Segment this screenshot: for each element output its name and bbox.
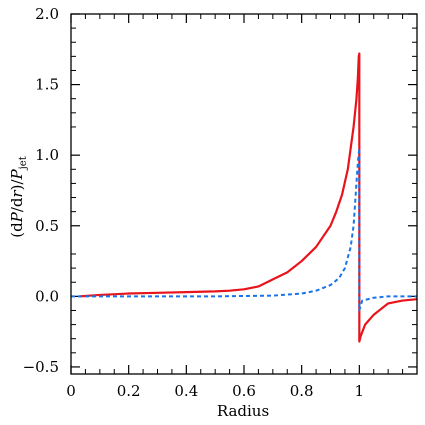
y-tick-label: −0.5 [23, 358, 59, 376]
y-tick-label: 0.5 [35, 217, 59, 235]
x-tick-label: 0.8 [290, 382, 314, 400]
x-tick-label: 0 [66, 382, 76, 400]
series-line-solid [79, 52, 418, 343]
y-axis-title: (dP/dr)/Pjet [8, 156, 29, 237]
x-ticks: 0 0.2 0.4 0.6 0.8 1 [66, 14, 418, 400]
x-tick-label: 1 [355, 382, 365, 400]
y-tick-label: 2.0 [35, 5, 59, 23]
y-tick-label: 0.0 [35, 287, 59, 305]
x-tick-label: 0.2 [117, 382, 141, 400]
plot-frame [70, 13, 418, 375]
x-axis-title: Radius [217, 402, 269, 420]
series-layer [71, 52, 418, 343]
y-tick-label: 1.5 [35, 76, 59, 94]
x-tick-label: 0.4 [174, 382, 198, 400]
x-tick-label: 0.6 [232, 382, 256, 400]
series-line-dashed [71, 147, 417, 312]
y-tick-label: 1.0 [35, 146, 59, 164]
y-ticks: −0.5 0.0 0.5 1.0 1.5 2.0 [23, 5, 417, 376]
